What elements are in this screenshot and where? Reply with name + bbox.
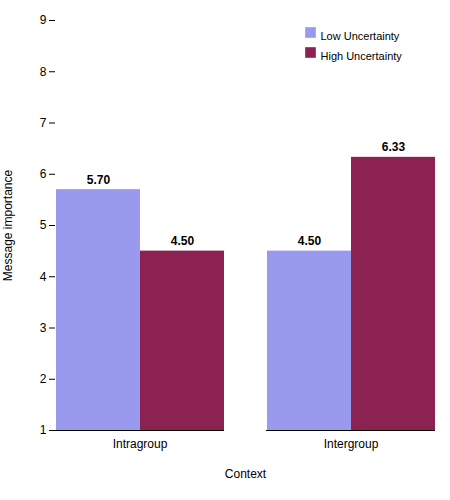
svg-text:7: 7	[40, 116, 47, 130]
svg-text:6.33: 6.33	[382, 140, 406, 154]
svg-text:6: 6	[40, 167, 47, 181]
svg-text:4: 4	[40, 270, 47, 284]
svg-text:4.50: 4.50	[298, 234, 322, 248]
svg-text:5: 5	[40, 218, 47, 232]
svg-text:1: 1	[40, 423, 47, 437]
svg-text:5.70: 5.70	[87, 173, 111, 187]
svg-text:9: 9	[40, 13, 47, 27]
svg-text:High Uncertainty: High Uncertainty	[321, 50, 403, 62]
svg-text:4.50: 4.50	[171, 234, 195, 248]
svg-text:3: 3	[40, 321, 47, 335]
svg-text:Low Uncertainty: Low Uncertainty	[321, 30, 400, 42]
svg-text:Intragroup: Intragroup	[113, 437, 168, 451]
svg-text:8: 8	[40, 65, 47, 79]
svg-text:Message importance: Message importance	[1, 169, 15, 281]
svg-text:Context: Context	[225, 467, 267, 481]
svg-text:Intergroup: Intergroup	[324, 437, 379, 451]
svg-text:2: 2	[40, 372, 47, 386]
